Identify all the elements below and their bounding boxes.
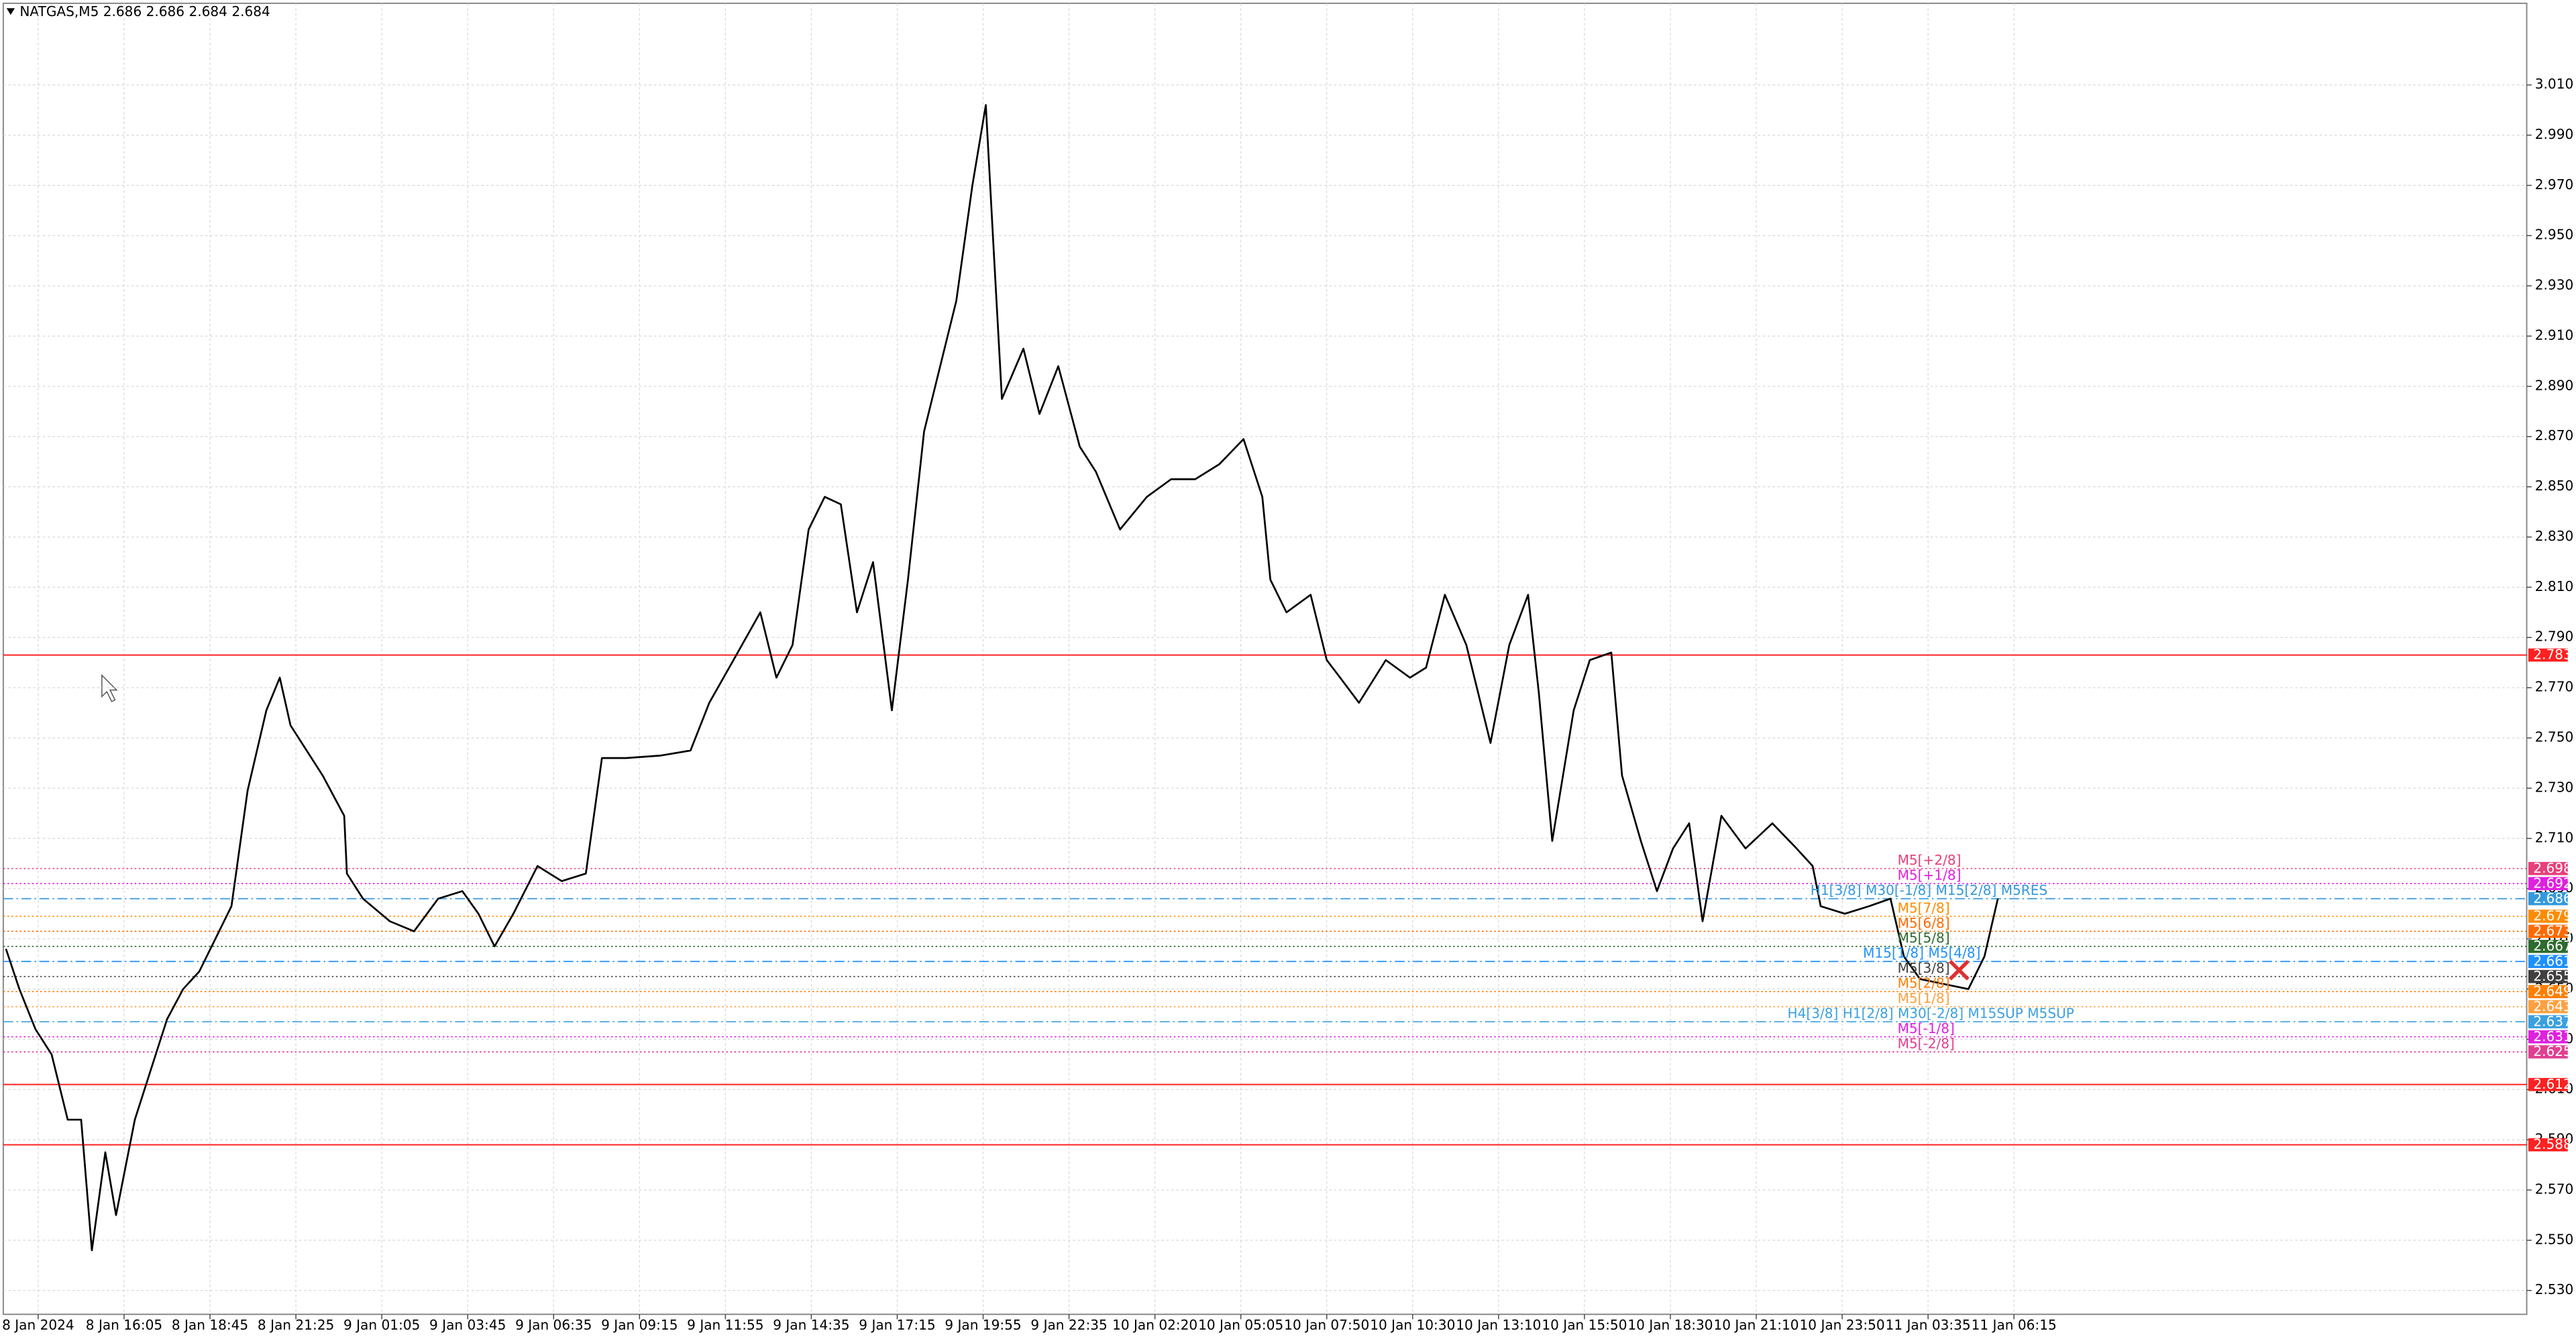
- x-tick-label: 9 Jan 14:35: [773, 1317, 849, 1333]
- x-tick-label: 8 Jan 16:05: [86, 1317, 162, 1333]
- y-tick-label: 2.810: [2535, 578, 2573, 594]
- y-tick-label: 2.850: [2535, 478, 2573, 494]
- y-tick-label: 2.550: [2535, 1231, 2573, 1247]
- x-tick-label: 9 Jan 11:55: [687, 1317, 763, 1333]
- y-tick-label: 2.870: [2535, 427, 2573, 443]
- price-level-tag: [2528, 877, 2568, 890]
- level-annotation: H4[3/8] H1[2/8] M30[-2/8] M15SUP M5SUP: [1787, 1006, 2074, 1022]
- price-level-tag: [2528, 1030, 2568, 1044]
- level-annotation: H1[3/8] M30[-1/8] M15[2/8] M5RES: [1811, 882, 2047, 898]
- level-annotation: M5[+1/8]: [1898, 867, 1962, 883]
- price-level-tag: [2528, 910, 2568, 923]
- y-tick-label: 2.730: [2535, 779, 2573, 795]
- mouse-cursor: [101, 674, 118, 702]
- level-annotation: M15[1/8] M5[4/8]: [1863, 945, 1980, 961]
- x-tick-label: 10 Jan 15:50: [1542, 1317, 1627, 1333]
- level-annotation: M5[1/8]: [1898, 990, 1950, 1006]
- x-tick-label: 9 Jan 01:05: [343, 1317, 420, 1333]
- price-level-tag: [2528, 648, 2568, 662]
- x-tick-label: 10 Jan 18:30: [1627, 1317, 1713, 1333]
- y-tick-label: 3.010: [2535, 76, 2573, 92]
- x-tick-label: 10 Jan 13:10: [1456, 1317, 1541, 1333]
- y-tick-label: 2.530: [2535, 1281, 2573, 1297]
- x-tick-label: 8 Jan 21:25: [258, 1317, 334, 1333]
- x-tick-label: 9 Jan 09:15: [601, 1317, 678, 1333]
- x-tick-label: 8 Jan 18:45: [172, 1317, 248, 1333]
- price-line: [5, 104, 1999, 1252]
- x-tick-label: 10 Jan 07:50: [1284, 1317, 1369, 1333]
- x-tick-label: 10 Jan 21:10: [1713, 1317, 1799, 1333]
- y-tick-label: 2.930: [2535, 277, 2573, 293]
- price-level-value: 2.637: [2533, 1013, 2571, 1029]
- price-level-value: 2.655: [2533, 968, 2571, 984]
- price-level-value: 2.661: [2533, 953, 2571, 969]
- price-level-value: 2.667: [2533, 938, 2571, 954]
- price-level-tag: [2528, 861, 2568, 875]
- y-tick-label: 2.710: [2535, 829, 2573, 845]
- chart-title: NATGAS,M5 2.686 2.686 2.684 2.684: [19, 3, 270, 19]
- price-level-tag: [2528, 1045, 2568, 1059]
- x-tick-label: 10 Jan 23:50: [1800, 1317, 1885, 1333]
- price-level-tag: [2528, 985, 2568, 998]
- symbol-menu-icon[interactable]: [6, 8, 15, 15]
- y-tick-label: 2.830: [2535, 528, 2573, 544]
- price-level-tag: [2528, 969, 2568, 983]
- level-annotation: M5[6/8]: [1898, 915, 1950, 931]
- y-tick-label: 2.790: [2535, 629, 2573, 645]
- price-level-value: 2.643: [2533, 998, 2571, 1014]
- price-level-value: 2.692: [2533, 875, 2571, 891]
- price-level-value: 2.698: [2533, 860, 2571, 876]
- trade-close-marker: [1949, 959, 1970, 981]
- price-level-tag: [2528, 1000, 2568, 1014]
- level-annotation: M5[5/8]: [1898, 930, 1950, 946]
- price-level-tag: [2528, 1077, 2568, 1091]
- plot-frame: [2, 2, 2528, 1316]
- price-level-value: 2.679: [2533, 908, 2571, 924]
- price-level-tag: [2528, 924, 2568, 939]
- price-level-value: 2.783: [2533, 647, 2571, 663]
- price-level-value: 2.612: [2533, 1076, 2571, 1092]
- x-tick-label: 9 Jan 06:35: [515, 1317, 592, 1333]
- y-tick-label: 2.990: [2535, 126, 2573, 142]
- price-level-tag: [2528, 939, 2568, 953]
- level-annotation: M5[3/8]: [1898, 960, 1950, 976]
- level-annotation: M5[-2/8]: [1898, 1035, 1955, 1051]
- level-annotation: M5[2/8]: [1898, 975, 1950, 992]
- x-tick-label: 10 Jan 02:20: [1112, 1317, 1197, 1333]
- x-tick-label: 9 Jan 19:55: [945, 1317, 1021, 1333]
- y-tick-label: 2.950: [2535, 227, 2573, 243]
- price-level-value: 2.686: [2533, 890, 2571, 906]
- level-annotation: M5[-1/8]: [1898, 1020, 1955, 1036]
- x-tick-label: 9 Jan 22:35: [1030, 1317, 1107, 1333]
- y-tick-label: 2.570: [2535, 1181, 2573, 1197]
- price-level-tag: [2528, 892, 2568, 906]
- x-tick-label: 11 Jan 06:15: [1972, 1317, 2057, 1333]
- level-annotation: M5[7/8]: [1898, 900, 1950, 916]
- y-tick-label: 2.970: [2535, 176, 2573, 193]
- y-tick-label: 2.890: [2535, 377, 2573, 393]
- x-tick-label: 10 Jan 05:05: [1198, 1317, 1283, 1333]
- price-level-tag: [2528, 1015, 2568, 1028]
- price-level-value: 2.649: [2533, 983, 2571, 999]
- x-tick-label: 9 Jan 17:15: [859, 1317, 935, 1333]
- price-level-value: 2.631: [2533, 1028, 2571, 1045]
- price-level-value: 2.588: [2533, 1136, 2571, 1153]
- x-tick-label: 9 Jan 03:45: [429, 1317, 506, 1333]
- price-level-tag: [2528, 955, 2568, 969]
- level-annotation: M5[+2/8]: [1898, 852, 1962, 868]
- y-tick-label: 2.770: [2535, 679, 2573, 695]
- x-tick-label: 10 Jan 10:30: [1370, 1317, 1455, 1333]
- price-level-tag: [2528, 1138, 2568, 1152]
- y-tick-label: 2.750: [2535, 729, 2573, 745]
- x-tick-label: 11 Jan 03:35: [1886, 1317, 1971, 1333]
- price-level-value: 2.673: [2533, 923, 2571, 939]
- x-tick-label: 8 Jan 2024: [2, 1317, 74, 1333]
- price-level-value: 2.625: [2533, 1043, 2571, 1059]
- y-tick-label: 2.910: [2535, 327, 2573, 343]
